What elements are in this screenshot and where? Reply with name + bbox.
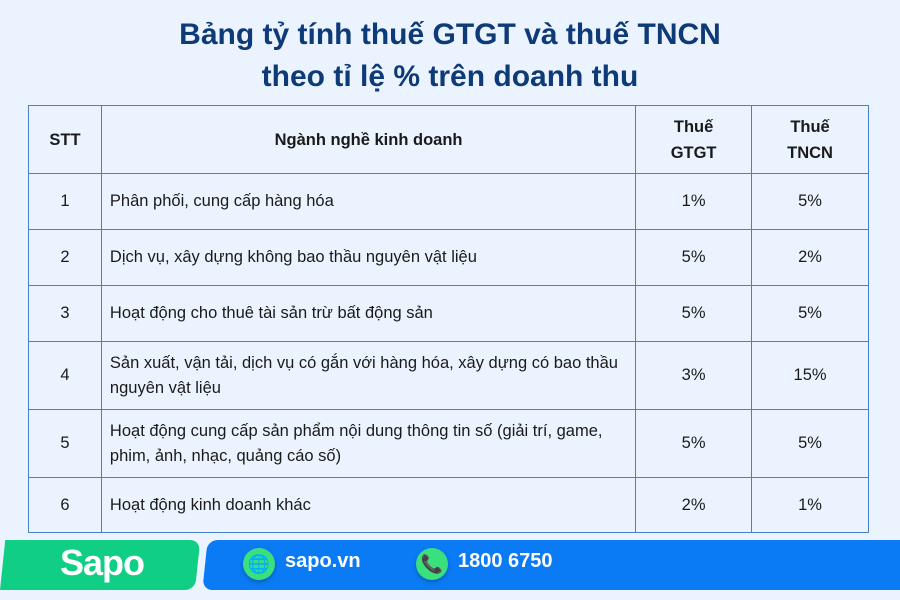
cell-gtgt: 2% <box>635 477 753 533</box>
cell-stt: 4 <box>28 341 102 410</box>
cell-gtgt: 5% <box>635 229 753 286</box>
cell-stt: 1 <box>28 173 102 230</box>
phone-number[interactable]: 1800 6750 <box>458 550 553 572</box>
cell-industry: Phân phối, cung cấp hàng hóa <box>100 173 637 230</box>
cell-stt: 5 <box>28 409 102 478</box>
cell-industry: Sản xuất, vận tải, dịch vụ có gắn với hà… <box>100 341 637 410</box>
sapo-logo: Sapo <box>60 542 145 583</box>
cell-industry: Dịch vụ, xây dựng không bao thầu nguyên … <box>100 229 637 286</box>
cell-gtgt: 5% <box>635 409 753 478</box>
table-row: 5 Hoạt động cung cấp sản phẩm nội dung th… <box>28 409 869 478</box>
tax-rate-table: STT Ngành nghề kinh doanh Thuế GTGT Thuế… <box>28 105 869 533</box>
website-link[interactable]: sapo.vn <box>285 550 361 572</box>
cell-stt: 6 <box>28 477 102 533</box>
title-line-1: Bảng tỷ tính thuế GTGT và thuế TNCN <box>179 18 721 51</box>
cell-industry: Hoạt động cung cấp sản phẩm nội dung thô… <box>100 409 637 478</box>
cell-stt: 2 <box>28 229 102 286</box>
title-line-2: theo tỉ lệ % trên doanh thu <box>261 60 639 93</box>
cell-tncn: 15% <box>751 341 869 410</box>
cell-tncn: 5% <box>751 173 869 230</box>
table-row: 3 Hoạt động cho thuê tài sản trừ bất động… <box>28 285 869 342</box>
header-industry: Ngành nghề kinh doanh <box>100 105 637 174</box>
cell-gtgt: 5% <box>635 285 753 342</box>
cell-industry: Hoạt động cho thuê tài sản trừ bất động … <box>100 285 637 342</box>
table-row: 1 Phân phối, cung cấp hàng hóa 1% 5% <box>28 173 869 230</box>
cell-tncn: 2% <box>751 229 869 286</box>
header-gtgt: Thuế GTGT <box>635 105 753 174</box>
header-tncn: Thuế TNCN <box>751 105 869 174</box>
table-row: 6 Hoạt động kinh doanh khác 2% 1% <box>28 477 869 533</box>
cell-tncn: 5% <box>751 285 869 342</box>
globe-icon: 🌐 <box>243 548 275 580</box>
table-header-row: STT Ngành nghề kinh doanh Thuế GTGT Thuế… <box>28 105 869 174</box>
cell-tncn: 1% <box>751 477 869 533</box>
header-stt: STT <box>28 105 102 174</box>
table-row: 4 Sản xuất, vận tải, dịch vụ có gắn với h… <box>28 341 869 410</box>
cell-stt: 3 <box>28 285 102 342</box>
cell-tncn: 5% <box>751 409 869 478</box>
phone-icon: 📞 <box>416 548 448 580</box>
cell-gtgt: 3% <box>635 341 753 410</box>
table-row: 2 Dịch vụ, xây dựng không bao thầu nguyên… <box>28 229 869 286</box>
page-title: Bảng tỷ tính thuế GTGT và thuế TNCN theo… <box>0 14 900 98</box>
cell-industry: Hoạt động kinh doanh khác <box>100 477 637 533</box>
cell-gtgt: 1% <box>635 173 753 230</box>
